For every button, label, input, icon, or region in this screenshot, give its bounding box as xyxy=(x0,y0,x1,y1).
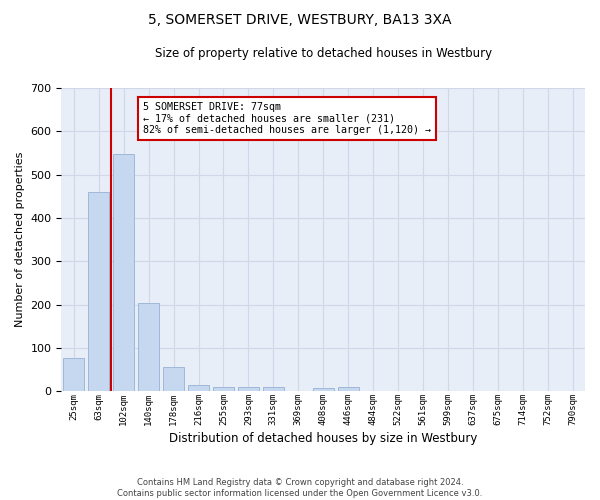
Bar xyxy=(113,154,134,392)
Text: Contains HM Land Registry data © Crown copyright and database right 2024.
Contai: Contains HM Land Registry data © Crown c… xyxy=(118,478,482,498)
Text: 5, SOMERSET DRIVE, WESTBURY, BA13 3XA: 5, SOMERSET DRIVE, WESTBURY, BA13 3XA xyxy=(148,12,452,26)
Bar xyxy=(163,366,184,392)
Bar xyxy=(338,387,359,392)
Text: 5 SOMERSET DRIVE: 77sqm
← 17% of detached houses are smaller (231)
82% of semi-d: 5 SOMERSET DRIVE: 77sqm ← 17% of detache… xyxy=(143,102,431,135)
X-axis label: Distribution of detached houses by size in Westbury: Distribution of detached houses by size … xyxy=(169,432,478,445)
Bar xyxy=(63,358,85,392)
Y-axis label: Number of detached properties: Number of detached properties xyxy=(15,152,25,328)
Bar xyxy=(213,387,234,392)
Bar xyxy=(138,304,159,392)
Bar xyxy=(313,388,334,392)
Bar xyxy=(238,387,259,392)
Bar xyxy=(188,385,209,392)
Bar xyxy=(88,192,109,392)
Title: Size of property relative to detached houses in Westbury: Size of property relative to detached ho… xyxy=(155,48,492,60)
Bar xyxy=(263,387,284,392)
